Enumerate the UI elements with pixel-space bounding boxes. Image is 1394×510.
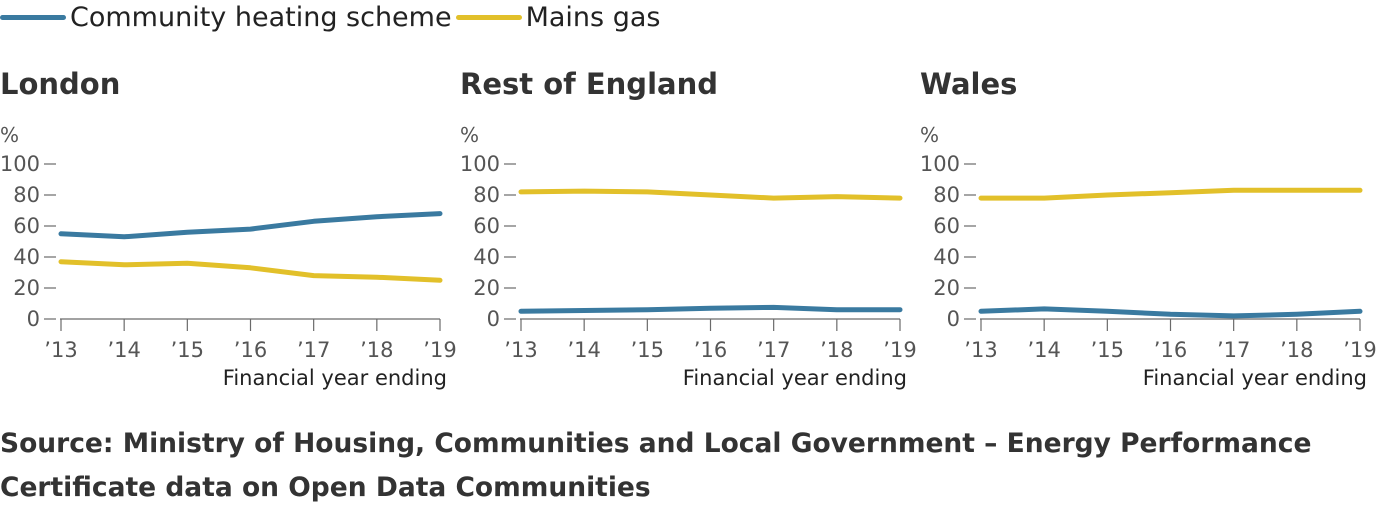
chart-panel-london: London % 0 20 40 60 80 100 ’13 ’14 ’15 ’16 ’17 ’18 ’1… xyxy=(0,62,460,392)
y-tick-label: 40 xyxy=(13,245,40,269)
y-tick-label: 60 xyxy=(13,214,40,238)
x-tick-label: ’13 xyxy=(44,338,77,362)
y-tick-label: 60 xyxy=(473,214,500,238)
legend-label-mains: Mains gas xyxy=(525,1,661,33)
x-tick-label: ’15 xyxy=(1091,338,1124,362)
source-note: Source: Ministry of Housing, Communities… xyxy=(0,422,1394,510)
x-tick-label: ’14 xyxy=(567,338,600,362)
legend-item-community: Community heating scheme xyxy=(0,2,452,33)
y-tick-label: 0 xyxy=(487,307,500,331)
x-tick-label: ’18 xyxy=(360,338,393,362)
chart-panel-rest-of-england: Rest of England % 0 20 40 60 80 100 ’13 ’14 ’15 ’1… xyxy=(460,62,920,392)
series-line-mains-gas xyxy=(518,188,903,201)
x-tick-label: ’19 xyxy=(423,338,456,362)
x-tick-label: ’17 xyxy=(297,338,330,362)
y-tick-label: 20 xyxy=(13,276,40,300)
x-tick-label: ’17 xyxy=(757,338,790,362)
y-tick-label: 40 xyxy=(933,245,960,269)
y-axis-unit-label: % xyxy=(920,123,939,147)
x-tick-label: ’14 xyxy=(107,338,140,362)
legend-item-mains: Mains gas xyxy=(455,1,661,33)
x-tick-label: ’17 xyxy=(1217,338,1250,362)
x-tick-label: ’16 xyxy=(694,338,727,362)
series-line-community-heating xyxy=(518,304,903,314)
x-tick-label: ’18 xyxy=(820,338,853,362)
y-axis-unit-label: % xyxy=(0,123,19,147)
x-axis-title: Financial year ending xyxy=(1143,366,1367,390)
y-tick-label: 0 xyxy=(947,307,960,331)
x-axis-title: Financial year ending xyxy=(223,366,447,390)
y-tick-label: 80 xyxy=(13,183,40,207)
x-tick-label: ’19 xyxy=(1343,338,1376,362)
x-tick-label: ’13 xyxy=(504,338,537,362)
y-tick-label: 20 xyxy=(473,276,500,300)
y-tick-label: 20 xyxy=(933,276,960,300)
x-tick-label: ’15 xyxy=(631,338,664,362)
y-tick-label: 60 xyxy=(933,214,960,238)
source-line-1: Source: Ministry of Housing, Communities… xyxy=(0,428,1312,459)
panel-title: Wales xyxy=(920,67,1018,101)
line-chart: % 0 20 40 60 80 100 ’13 ’14 ’15 ’16 ’17 ’18 ’19 Financ… xyxy=(0,123,457,390)
x-tick-label: ’18 xyxy=(1280,338,1313,362)
x-tick-label: ’16 xyxy=(1154,338,1187,362)
panel-title: London xyxy=(0,67,121,101)
x-axis-title: Financial year ending xyxy=(683,366,907,390)
legend-swatch-community xyxy=(0,14,66,20)
y-tick-label: 40 xyxy=(473,245,500,269)
y-tick-label: 100 xyxy=(920,152,960,176)
series-line-community-heating xyxy=(978,306,1363,319)
y-axis-unit-label: % xyxy=(460,123,479,147)
legend-swatch-mains xyxy=(455,14,522,20)
y-tick-label: 100 xyxy=(0,152,40,176)
legend-label-community: Community heating scheme xyxy=(70,1,452,33)
panel-title: Rest of England xyxy=(460,67,718,101)
y-tick-label: 80 xyxy=(473,183,500,207)
source-line-2: Certificate data on Open Data Communitie… xyxy=(0,472,651,503)
chart-panel-wales: Wales % 0 20 40 60 80 100 ’13 ’14 ’15 ’16 ’17 ’18 ’19… xyxy=(920,62,1380,392)
y-tick-label: 100 xyxy=(460,152,500,176)
y-tick-label: 80 xyxy=(933,183,960,207)
series-line-mains-gas xyxy=(978,187,1363,201)
chart-legend: Community heating scheme Mains gas xyxy=(0,0,664,34)
x-tick-label: ’14 xyxy=(1027,338,1060,362)
y-tick-label: 0 xyxy=(27,307,40,331)
line-chart: % 0 20 40 60 80 100 ’13 ’14 ’15 ’16 ’17 ’18 ’19 Financ… xyxy=(920,123,1377,390)
x-tick-label: ’15 xyxy=(171,338,204,362)
x-tick-label: ’13 xyxy=(964,338,997,362)
series-line-mains-gas xyxy=(58,259,443,283)
line-chart: % 0 20 40 60 80 100 ’13 ’14 ’15 ’16 ’17 ’18 ’19 Financ… xyxy=(460,123,917,390)
x-tick-label: ’19 xyxy=(883,338,916,362)
series-line-community-heating xyxy=(58,211,443,240)
x-tick-label: ’16 xyxy=(234,338,267,362)
